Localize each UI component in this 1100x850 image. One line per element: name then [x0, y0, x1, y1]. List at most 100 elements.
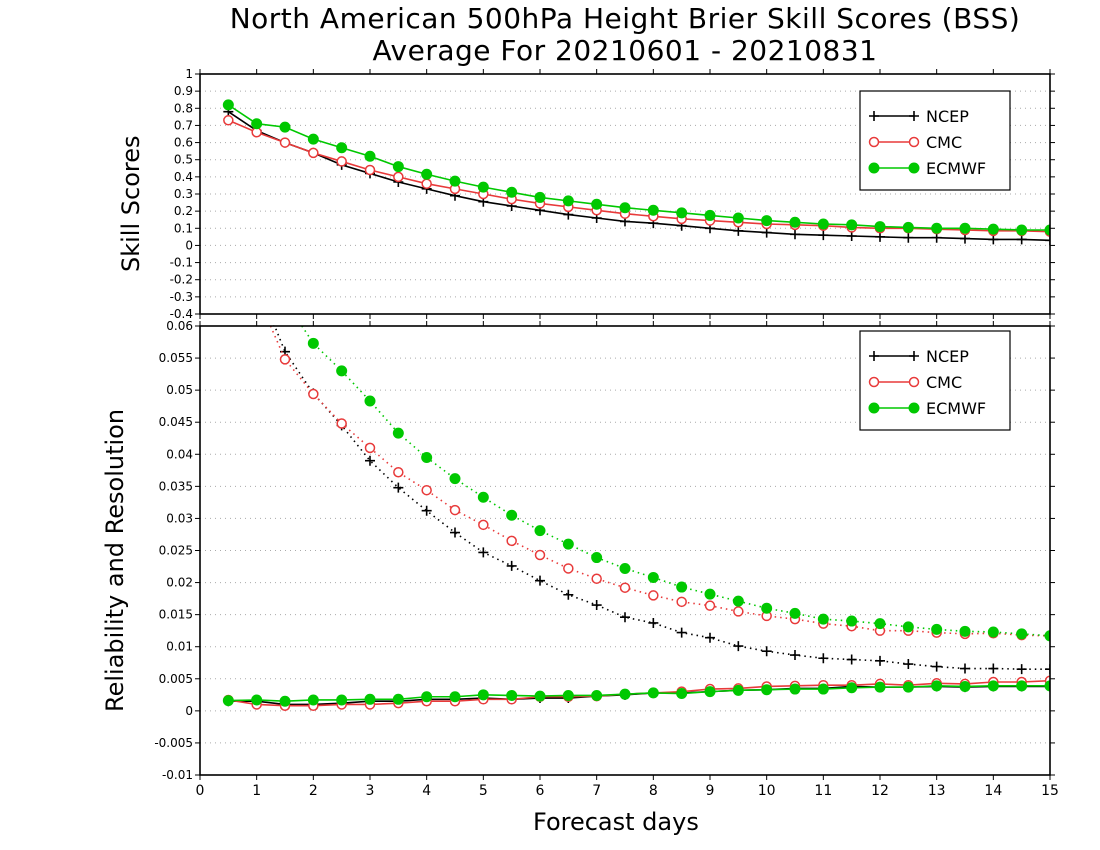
bottom-legend-marker [868, 376, 880, 388]
bottom-series-ecmwf-solid-line [228, 685, 1050, 703]
top-series-ecmwf-solid-point [761, 215, 773, 227]
top-series-ncep-solid-point [818, 230, 829, 241]
bottom-series-cmc-dotted-point [619, 582, 631, 593]
bottom-series-ecmwf-solid-point [619, 688, 631, 700]
top-y-tick-label: 1 [185, 67, 193, 81]
bottom-y-tick-label: 0.035 [159, 479, 193, 493]
bottom-series-ncep-dotted-point [931, 661, 942, 672]
bottom-panel: -0.01 -0.005 0 0.005 0.01 0.015 0.02 0.025 0.03 0… [154, 193, 1059, 799]
top-series-ecmwf-solid-point [251, 118, 263, 130]
bottom-series-ncep-dotted-point [393, 482, 404, 493]
bottom-y-tick-label: 0.04 [166, 447, 193, 461]
bottom-series-ecmwf-solid-point [817, 683, 829, 695]
bottom-legend-label: NCEP [926, 347, 969, 366]
bottom-series-ncep-dotted-point [903, 659, 914, 670]
bottom-series-cmc-dotted-point [506, 535, 517, 547]
top-series-ecmwf-solid-point [364, 150, 376, 162]
bottom-series-ecmwf-dotted-point [534, 525, 546, 537]
bottom-y-tick-label: -0.005 [154, 736, 193, 750]
top-series-ecmwf-solid-point [307, 133, 319, 145]
bottom-series-ecmwf-solid-point [732, 684, 744, 696]
bottom-series-cmc-dotted-line [269, 325, 1050, 637]
bottom-series-ecmwf-dotted-point [931, 623, 943, 635]
bottom-series-ecmwf-dotted-point [1044, 630, 1050, 642]
bottom-series-cmc-dotted-point [336, 418, 347, 429]
bottom-y-tick-label: 0.02 [166, 576, 193, 590]
top-series-ecmwf-solid-point [619, 202, 631, 214]
top-legend-item-cmc: CMC [868, 133, 962, 152]
top-series-ecmwf-solid-point [704, 209, 716, 221]
bottom-series-ncep-dotted-point [676, 627, 687, 638]
top-y-tick-label: -0.3 [170, 290, 193, 304]
x-tick-label: 4 [422, 783, 431, 799]
top-series-ecmwf-solid-point [279, 121, 291, 133]
bottom-series-ecmwf-dotted-point [846, 615, 858, 627]
bottom-series-cmc-dotted-point [676, 596, 687, 608]
top-legend-marker [868, 136, 880, 148]
top-legend-box [859, 90, 1011, 191]
x-tick-label: 14 [984, 783, 1002, 799]
bottom-series-ecmwf-solid-point [251, 694, 263, 706]
bottom-y-tick-label: 0.05 [166, 383, 193, 397]
top-plot-frame [199, 73, 1051, 315]
bottom-series-ecmwf-dotted-point [591, 552, 603, 564]
bottom-series-ecmwf-dotted-point [1016, 628, 1028, 640]
bottom-series-cmc-dotted-point [648, 590, 659, 601]
top-y-tick-label: -0.2 [170, 273, 193, 287]
bottom-series-cmc-dotted-point [421, 484, 432, 496]
bottom-y-tick-label: -0.01 [162, 768, 193, 782]
bottom-series-ncep-dotted-point [591, 600, 602, 611]
x-tick-label: 12 [871, 783, 889, 799]
bottom-series-ecmwf-dotted-point [732, 595, 744, 607]
top-series-cmc-solid-point [336, 156, 347, 167]
top-series-group [222, 99, 1050, 246]
bottom-series-ecmwf-solid-point [591, 689, 603, 701]
bottom-series-ncep-solid-line [228, 685, 1050, 706]
bottom-series-ncep-dotted-point [1045, 664, 1050, 675]
bottom-series-ecmwf-dotted-point [421, 451, 433, 463]
top-series-cmc-solid-point [421, 178, 432, 189]
bottom-legend: NCEP CMC ECMWF [859, 330, 1011, 431]
bottom-series-ecmwf-solid-point [1016, 680, 1028, 692]
x-tick-label: 6 [536, 783, 545, 799]
bottom-series-ncep-dotted-point [1016, 664, 1027, 675]
bottom-series-ncep-dotted-point [563, 589, 574, 600]
bottom-series-ecmwf-dotted-point [223, 193, 233, 203]
bottom-series-ecmwf-dotted-point [307, 337, 319, 349]
bottom-series-ecmwf-solid [222, 680, 1050, 707]
top-series-ecmwf-solid-point [1016, 224, 1028, 236]
top-y-tick-label: 0.5 [174, 153, 193, 167]
bottom-series-ecmwf-dotted-point [364, 395, 376, 407]
bottom-series-ecmwf-solid-point [1044, 680, 1050, 692]
bottom-legend-marker [869, 351, 879, 361]
bottom-series-ecmwf-solid-point [336, 694, 348, 706]
bottom-plot-frame [199, 325, 1051, 776]
top-series-ecmwf-solid-point [987, 223, 999, 235]
bottom-series-cmc-dotted-point [704, 600, 716, 611]
top-series-ncep-solid-point [790, 229, 800, 240]
bottom-series-cmc-dotted-point [478, 519, 489, 531]
bottom-series-ecmwf-solid-point [534, 690, 546, 702]
top-series-cmc-solid-point [279, 137, 291, 148]
bottom-series-ecmwf-solid-point [364, 693, 376, 705]
bottom-y-tick-label: 0.015 [159, 608, 193, 622]
bottom-series-ncep-dotted-point [252, 276, 262, 286]
bottom-series-ecmwf-solid-point [421, 691, 433, 703]
bottom-series-ecmwf-solid-point [959, 680, 971, 692]
bottom-series-ecmwf-solid-point [789, 683, 801, 695]
top-y-tick-label: -0.4 [170, 307, 193, 321]
bottom-series-ecmwf-dotted-point [336, 365, 348, 377]
top-series-ecmwf-solid-point [392, 161, 404, 173]
bottom-series-ecmwf-dotted-point [506, 509, 518, 521]
bottom-series-ecmwf-solid-point [846, 682, 858, 694]
top-series-ecmwf-solid-point [336, 142, 348, 154]
bottom-series-ecmwf-solid-point [676, 688, 688, 700]
bottom-series-cmc-dotted-point [563, 563, 574, 574]
bottom-series-ncep-dotted-point [648, 617, 659, 628]
bottom-series-ecmwf-solid-point [449, 691, 461, 703]
bottom-legend-label: ECMWF [926, 399, 986, 418]
bottom-series-ecmwf-dotted-point [647, 571, 659, 583]
bottom-series-ncep-dotted-point [450, 527, 460, 538]
bottom-series-ecmwf-solid-point [704, 686, 716, 698]
bottom-series-ncep-dotted [252, 276, 1050, 675]
